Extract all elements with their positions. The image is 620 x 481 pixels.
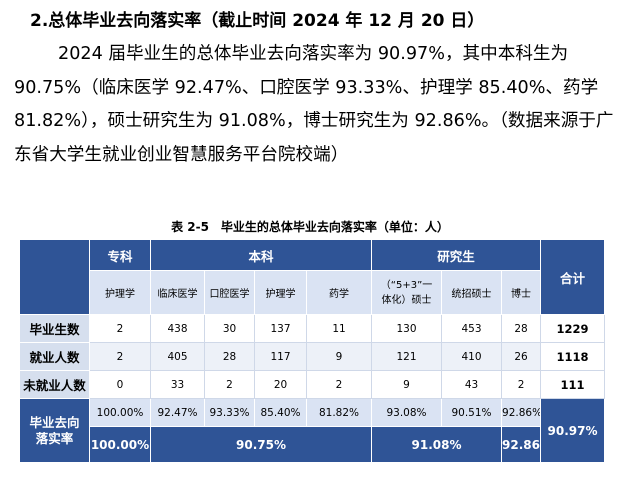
table-cell: 2 [204,370,255,399]
table-cell: 20 [254,370,307,399]
table-cell: 9 [371,370,443,399]
rate-row-label: 毕业去向 落实率 [19,398,90,463]
major-header-line: 体化）硕士 [381,294,432,306]
rate-label-line: 落实率 [35,430,74,446]
major-header: 护理学 [254,270,307,315]
table-cell: 2 [501,370,542,399]
table-cell: 26 [501,342,542,371]
rate-cell: 85.40% [254,398,307,427]
table-cell: 2 [305,370,373,399]
table-row: 就业人数 2 405 28 117 9 121 410 26 1118 [19,342,606,371]
table-cell: 130 [371,314,443,343]
table-cell: 2 [89,314,151,343]
rate-shuoshi: 91.08% [371,426,503,463]
table-cell: 2 [89,342,151,371]
rate-cell: 100.00% [89,398,151,427]
table-row: 毕业生数 2 438 30 137 11 130 453 28 1229 [19,314,606,343]
table-row: 未就业人数 0 33 2 20 2 9 43 2 111 [19,370,606,399]
group-header-yanjiusheng: 研究生 [371,239,542,271]
table-cell: 137 [254,314,307,343]
row-label: 就业人数 [19,342,90,371]
table-cell: 11 [305,314,373,343]
row-label: 未就业人数 [19,370,90,399]
overall-rate-cell: 90.97% [540,398,606,463]
rate-boshi: 92.86% [501,426,542,463]
table-cell: 28 [501,314,542,343]
rate-label-line: 毕业去向 [29,414,80,430]
table-cell: 0 [89,370,151,399]
rate-cell: 93.33% [204,398,255,427]
table-cell: 453 [441,314,503,343]
summary-paragraph: 2024 届毕业生的总体毕业去向落实率为 90.97%，其中本科生为 90.75… [14,44,614,165]
row-label: 毕业生数 [19,314,90,343]
table-caption: 表 2-5 毕业生的总体毕业去向落实率（单位：人） [171,220,449,234]
table-cell: 117 [254,342,307,371]
total-cell: 111 [540,370,606,399]
rate-cell: 92.47% [150,398,205,427]
rate-benke: 90.75% [149,426,373,463]
group-header-benke: 本科 [149,239,373,271]
corner-cell [19,239,90,315]
major-header: （“5+3”一 体化）硕士 [371,270,443,315]
table-cell: 405 [150,342,205,371]
table-cell: 43 [441,370,503,399]
table-cell: 30 [204,314,255,343]
major-header: 口腔医学 [204,270,255,315]
rate-cell: 81.82% [305,398,373,427]
major-header-line: （“5+3”一 [380,279,433,291]
total-cell: 1229 [540,314,606,343]
rate-cell: 90.51% [441,398,503,427]
table-cell: 28 [204,342,255,371]
major-header: 药学 [305,270,373,315]
group-header-total: 合计 [540,239,606,315]
table-cell: 9 [305,342,373,371]
major-header: 统招硕士 [441,270,503,315]
total-cell: 1118 [540,342,606,371]
table-cell: 438 [150,314,205,343]
rate-row: 毕业去向 落实率 100.00% 92.47% 93.33% 85.40% 81.… [19,398,606,463]
major-header: 博士 [501,270,542,315]
group-header-zhuanke: 专科 [89,239,151,271]
table-cell: 121 [371,342,443,371]
rate-cell: 92.86% [501,398,542,427]
section-heading: 2.总体毕业去向落实率（截止时间 2024 年 12 月 20 日） [30,11,485,31]
rate-zhuanke: 100.00% [89,426,151,463]
table-cell: 33 [150,370,205,399]
rate-cell: 93.08% [371,398,443,427]
placement-rate-table: 专科 本科 研究生 合计 护理学 临床医学 口腔医学 护理学 药学 （“5+3”… [19,239,606,463]
table-cell: 410 [441,342,503,371]
rate-summary-row: 100.00% 90.75% 91.08% 92.86% [20,426,605,463]
major-header: 护理学 [89,270,151,315]
major-header: 临床医学 [150,270,205,315]
